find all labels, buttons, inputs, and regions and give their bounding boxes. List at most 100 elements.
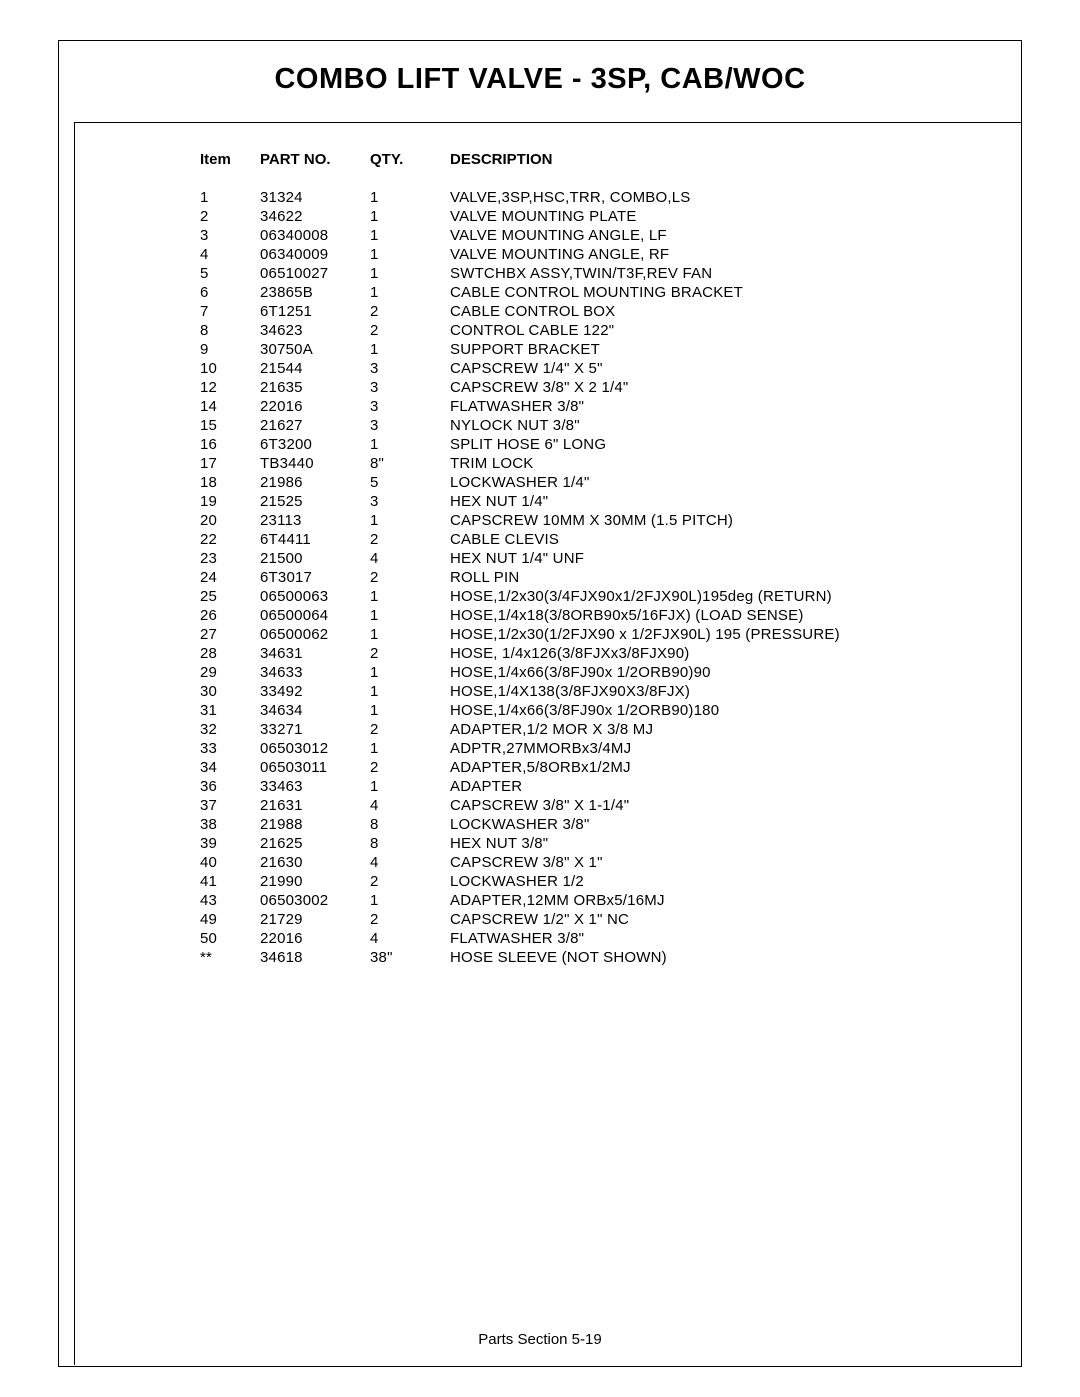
cell-desc: CAPSCREW 3/8" X 1-1/4" [450,796,1002,815]
cell-partno: 21988 [260,815,370,834]
cell-partno: 33492 [260,682,370,701]
cell-item: 24 [200,568,260,587]
table-row: 17TB34408"TRIM LOCK [200,454,1002,473]
cell-desc: HEX NUT 1/4" [450,492,1002,511]
cell-qty: 1 [370,701,450,720]
cell-item: 10 [200,359,260,378]
cell-item: 19 [200,492,260,511]
cell-desc: HOSE,1/2x30(3/4FJX90x1/2FJX90L)195deg (R… [450,587,1002,606]
cell-desc: SWTCHBX ASSY,TWIN/T3F,REV FAN [450,264,1002,283]
cell-partno: 06503002 [260,891,370,910]
cell-desc: ADAPTER,12MM ORBx5/16MJ [450,891,1002,910]
cell-desc: HEX NUT 3/8" [450,834,1002,853]
table-row: 623865B1CABLE CONTROL MOUNTING BRACKET [200,283,1002,302]
table-row: 39216258HEX NUT 3/8" [200,834,1002,853]
col-description-header: DESCRIPTION [450,151,1002,168]
cell-item: 5 [200,264,260,283]
cell-partno: 6T4411 [260,530,370,549]
cell-qty: 3 [370,359,450,378]
cell-partno: 33271 [260,720,370,739]
cell-qty: 1 [370,891,450,910]
cell-qty: 3 [370,416,450,435]
table-row: 30334921HOSE,1/4X138(3/8FJX90X3/8FJX) [200,682,1002,701]
cell-desc: LOCKWASHER 3/8" [450,815,1002,834]
table-row: 43065030021ADAPTER,12MM ORBx5/16MJ [200,891,1002,910]
table-row: 2346221VALVE MOUNTING PLATE [200,207,1002,226]
cell-partno: 21630 [260,853,370,872]
table-row: 31346341HOSE,1/4x66(3/8FJ90x 1/2ORB90)18… [200,701,1002,720]
table-row: 26065000641HOSE,1/4x18(3/8ORB90x5/16FJX)… [200,606,1002,625]
cell-partno: 6T3200 [260,435,370,454]
cell-item: ** [200,948,260,967]
cell-item: 23 [200,549,260,568]
table-row: 18219865LOCKWASHER 1/4" [200,473,1002,492]
cell-desc: CAPSCREW 10MM X 30MM (1.5 PITCH) [450,511,1002,530]
cell-desc: FLATWASHER 3/8" [450,397,1002,416]
cell-qty: 2 [370,302,450,321]
table-row: 246T30172ROLL PIN [200,568,1002,587]
cell-qty: 4 [370,853,450,872]
table-row: 14220163FLATWASHER 3/8" [200,397,1002,416]
cell-item: 28 [200,644,260,663]
cell-item: 32 [200,720,260,739]
cell-partno: 23865B [260,283,370,302]
cell-desc: FLATWASHER 3/8" [450,929,1002,948]
cell-partno: 06500062 [260,625,370,644]
cell-desc: VALVE MOUNTING ANGLE, RF [450,245,1002,264]
cell-item: 43 [200,891,260,910]
cell-desc: ADAPTER,1/2 MOR X 3/8 MJ [450,720,1002,739]
cell-qty: 1 [370,587,450,606]
table-row: 41219902LOCKWASHER 1/2 [200,872,1002,891]
cell-item: 41 [200,872,260,891]
cell-partno: 34633 [260,663,370,682]
cell-partno: 21729 [260,910,370,929]
cell-qty: 1 [370,663,450,682]
cell-partno: 34618 [260,948,370,967]
table-row: 3063400081VALVE MOUNTING ANGLE, LF [200,226,1002,245]
cell-partno: 06500063 [260,587,370,606]
cell-qty: 2 [370,568,450,587]
cell-qty: 8 [370,815,450,834]
cell-partno: 06340009 [260,245,370,264]
table-row: 4063400091VALVE MOUNTING ANGLE, RF [200,245,1002,264]
cell-item: 27 [200,625,260,644]
cell-item: 38 [200,815,260,834]
cell-qty: 1 [370,207,450,226]
cell-qty: 2 [370,720,450,739]
table-row: 8346232CONTROL CABLE 122" [200,321,1002,340]
cell-qty: 1 [370,226,450,245]
cell-desc: HEX NUT 1/4" UNF [450,549,1002,568]
cell-qty: 1 [370,245,450,264]
cell-desc: VALVE,3SP,HSC,TRR, COMBO,LS [450,188,1002,207]
table-row: 36334631ADAPTER [200,777,1002,796]
cell-item: 26 [200,606,260,625]
cell-qty: 1 [370,435,450,454]
table-row: 34065030112ADAPTER,5/8ORBx1/2MJ [200,758,1002,777]
cell-item: 12 [200,378,260,397]
cell-desc: VALVE MOUNTING PLATE [450,207,1002,226]
cell-qty: 1 [370,340,450,359]
cell-item: 25 [200,587,260,606]
cell-partno: 21990 [260,872,370,891]
cell-item: 15 [200,416,260,435]
table-row: 226T44112CABLE CLEVIS [200,530,1002,549]
cell-desc: HOSE, 1/4x126(3/8FJXx3/8FJX90) [450,644,1002,663]
cell-partno: 22016 [260,397,370,416]
cell-qty: 3 [370,378,450,397]
cell-qty: 4 [370,549,450,568]
cell-qty: 2 [370,644,450,663]
cell-partno: 34622 [260,207,370,226]
cell-desc: SPLIT HOSE 6" LONG [450,435,1002,454]
cell-qty: 2 [370,872,450,891]
table-row: 38219888LOCKWASHER 3/8" [200,815,1002,834]
cell-desc: TRIM LOCK [450,454,1002,473]
cell-partno: 06510027 [260,264,370,283]
cell-qty: 38" [370,948,450,967]
cell-item: 7 [200,302,260,321]
cell-desc: ADAPTER,5/8ORBx1/2MJ [450,758,1002,777]
cell-qty: 1 [370,283,450,302]
page-title: COMBO LIFT VALVE - 3SP, CAB/WOC [59,41,1021,122]
table-row: **3461838"HOSE SLEEVE (NOT SHOWN) [200,948,1002,967]
cell-qty: 1 [370,606,450,625]
page-footer: Parts Section 5-19 [59,1331,1021,1348]
